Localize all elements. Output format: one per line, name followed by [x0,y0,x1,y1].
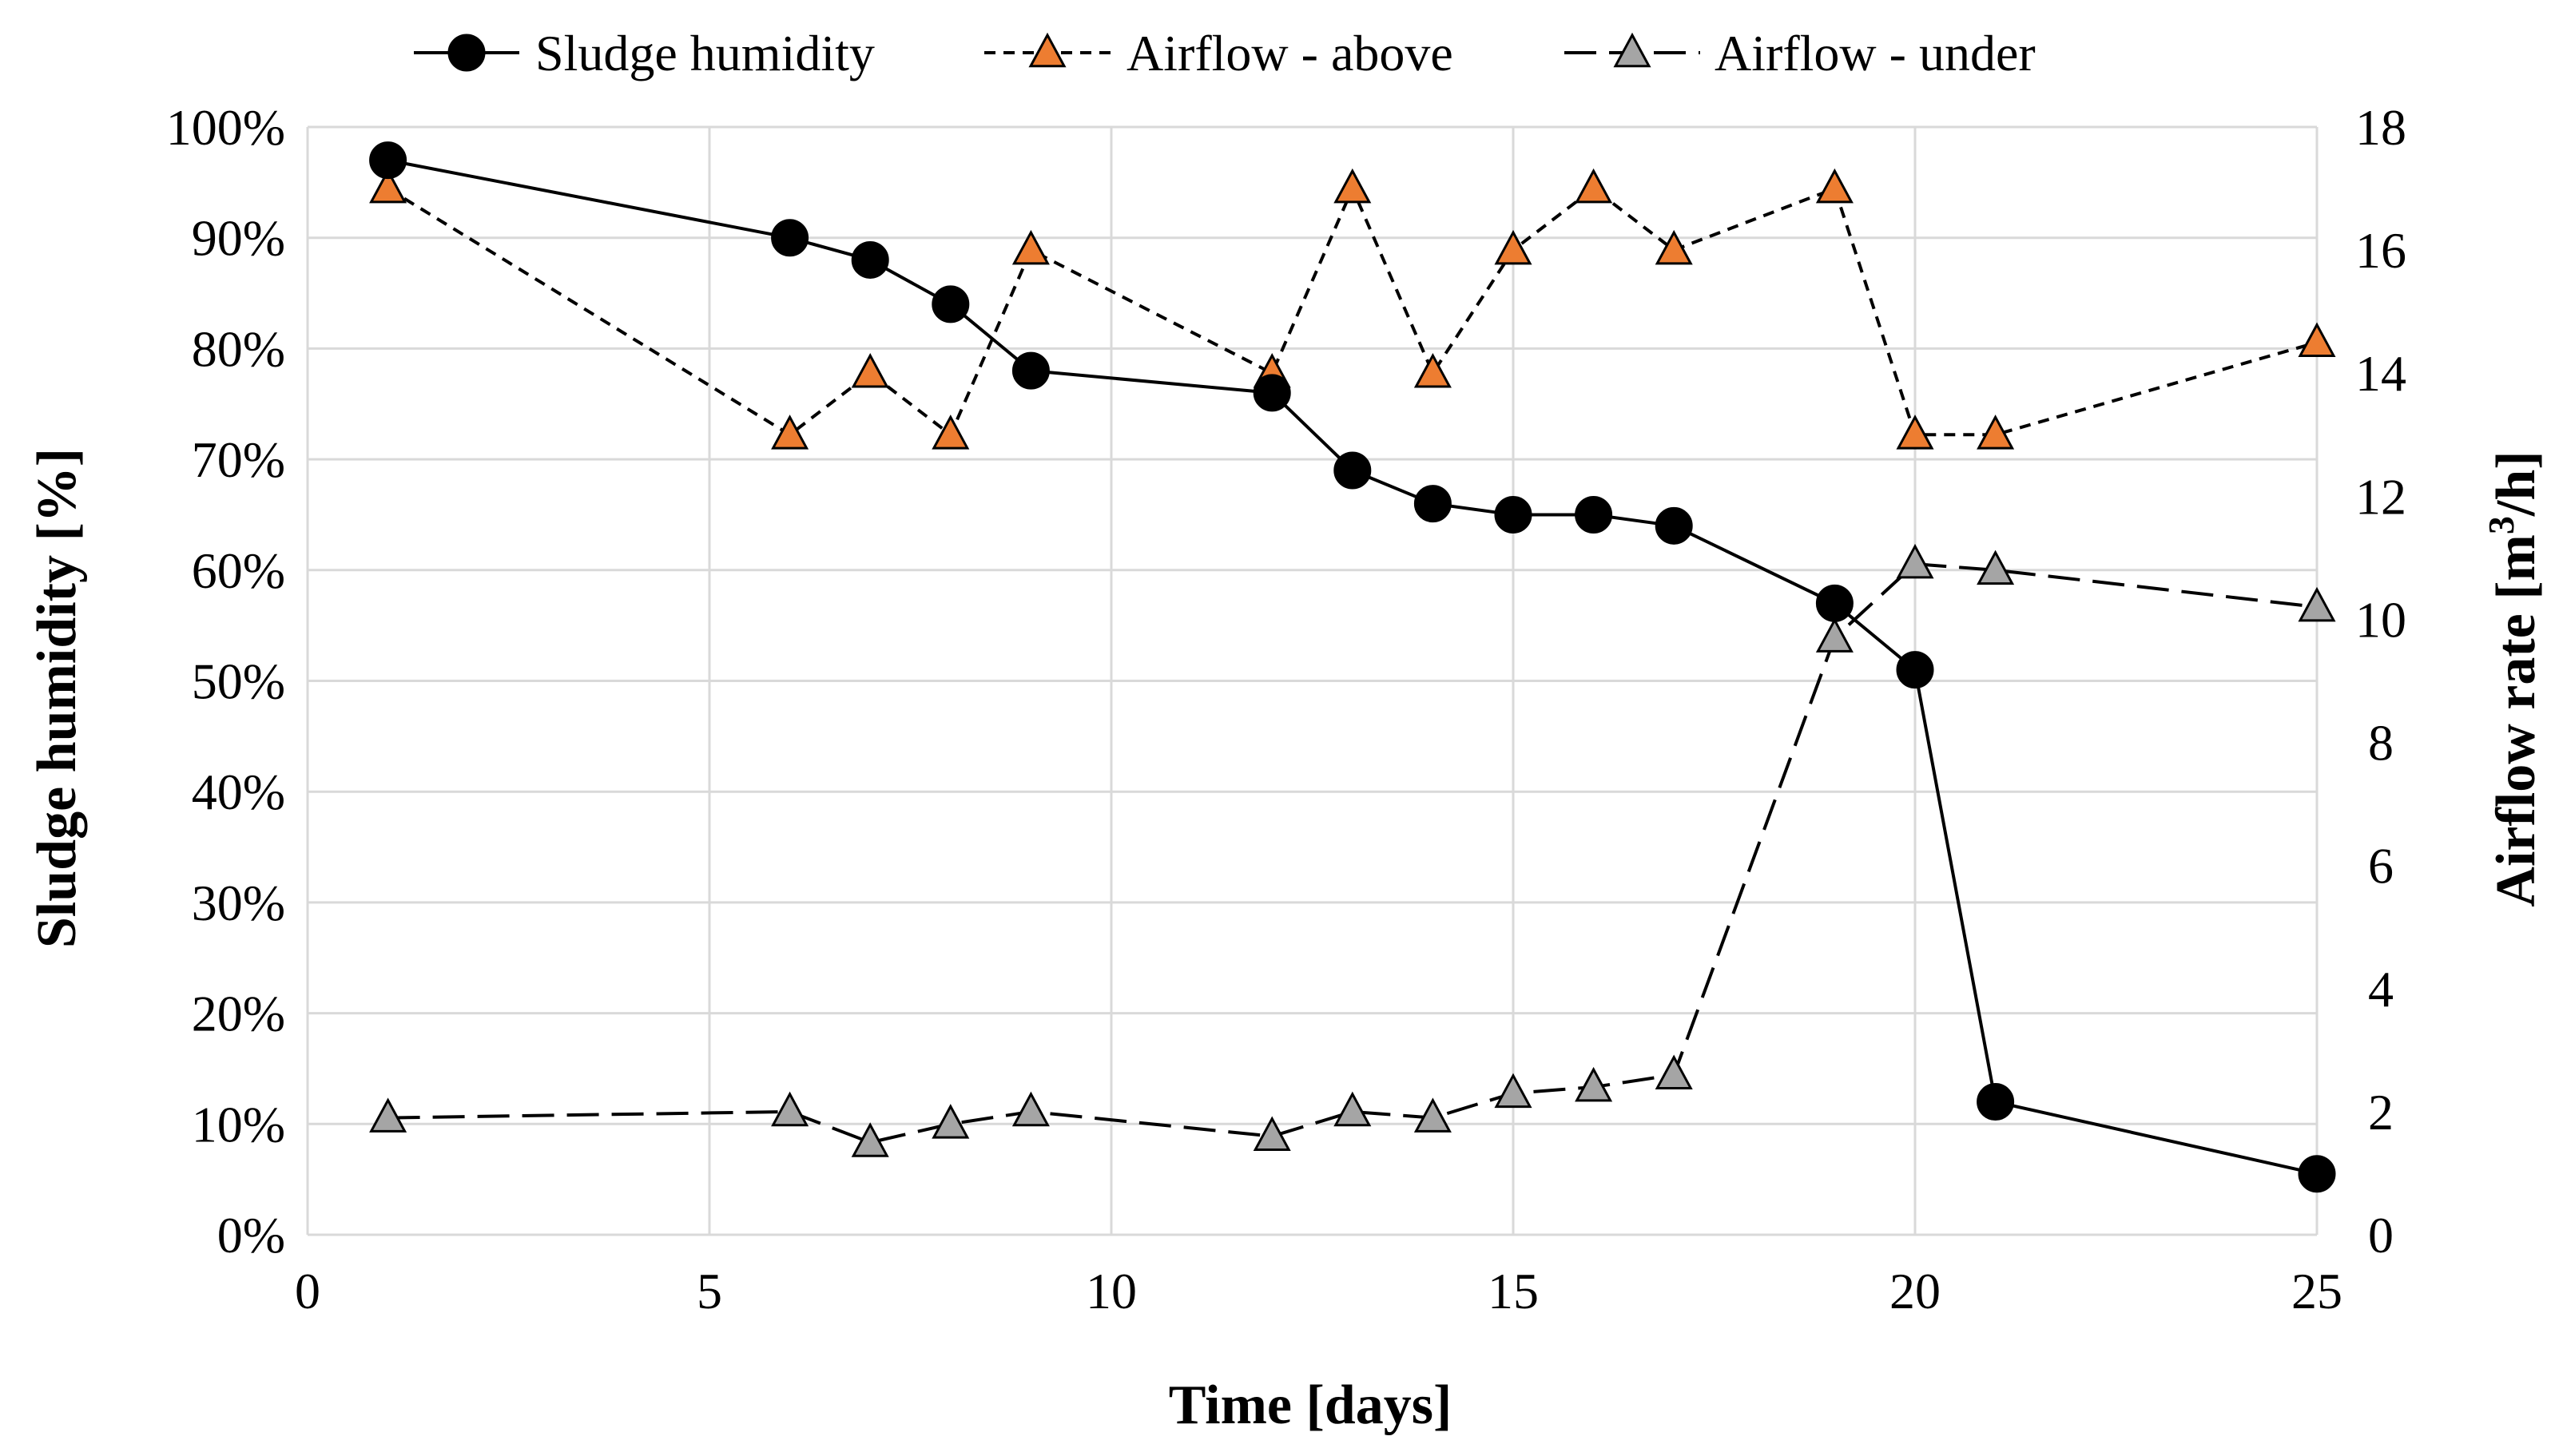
data-point-airflow-under [369,1097,407,1133]
series-airflow-under [369,543,2336,1157]
y-right-tick-label: 6 [2368,838,2394,895]
y-left-tick-label: 10% [192,1096,285,1153]
data-point-airflow-under [1896,543,1934,579]
y-right-title-superscript: 3 [2481,516,2521,534]
legend-label-airflow-under: Airflow - under [1715,25,2036,81]
data-point-sludge-humidity [2298,1155,2336,1193]
data-point-sludge-humidity [1253,374,1291,412]
data-point-sludge-humidity [369,141,407,180]
data-point-airflow-above [2298,322,2336,357]
data-point-airflow-under [932,1104,970,1139]
legend-item-airflow-above: Airflow - above [984,25,1453,81]
data-point-airflow-under [771,1091,809,1127]
y-right-tick-label: 14 [2355,345,2406,402]
data-point-airflow-above [1413,353,1452,388]
data-point-sludge-humidity [1333,451,1372,490]
y-right-tick-label: 12 [2355,468,2406,525]
x-tick-label: 0 [295,1263,320,1319]
x-tick-label: 15 [1488,1263,1539,1319]
x-tick-label: 25 [2291,1263,2342,1319]
y-left-tick-label: 50% [192,653,285,710]
data-point-airflow-under [851,1122,889,1157]
y-left-tick-label: 0% [217,1207,285,1264]
data-point-sludge-humidity [932,285,970,323]
y-right-axis-title: Airflow rate [m3/h] [2481,450,2547,907]
data-point-sludge-humidity [1413,485,1452,523]
axes: 0% 10% 20% 30% 40% 50% 60% 70% 80% 90% 100% 0 5 10 15 2… [166,99,2406,1319]
series-airflow-above [369,168,2336,450]
data-point-airflow-under [1655,1054,1693,1089]
series-sludge-humidity [369,141,2336,1193]
y-left-tick-label: 100% [166,99,285,156]
y-left-tick-label: 20% [192,986,285,1042]
data-point-airflow-above [1655,229,1693,265]
y-left-tick-label: 80% [192,320,285,377]
data-point-airflow-above [932,415,970,450]
data-point-sludge-humidity [1575,495,1613,534]
data-point-sludge-humidity [1896,651,1934,689]
data-point-airflow-above [1333,168,1372,204]
legend-marker-airflow-above [1028,32,1067,68]
y-right-tick-label: 8 [2368,715,2394,772]
data-point-airflow-above [771,415,809,450]
data-point-sludge-humidity [1977,1083,2015,1121]
y-left-tick-label: 70% [192,431,285,488]
data-point-airflow-above [1977,415,2015,450]
data-point-airflow-under [2298,586,2336,622]
y-right-tick-label: 0 [2368,1207,2394,1264]
y-left-tick-label: 30% [192,875,285,931]
y-right-tick-label: 4 [2368,961,2394,1018]
data-point-sludge-humidity [1655,506,1693,545]
data-point-airflow-above [851,353,889,388]
y-right-tick-label: 18 [2355,99,2406,156]
series-line-airflow-above [387,187,2318,437]
legend-marker-sludge-humidity [447,34,486,72]
y-right-tick-label: 2 [2368,1084,2394,1141]
data-point-sludge-humidity [1815,584,1854,622]
data-point-airflow-under [1494,1073,1532,1109]
legend-item-sludge-humidity: Sludge humidity [414,25,875,81]
y-left-tick-label: 60% [192,542,285,599]
y-left-axis-title: Sludge humidity [%] [26,448,88,948]
series-line-airflow-under [387,562,2318,1145]
data-point-airflow-under [1977,549,2015,585]
data-point-airflow-above [1011,229,1050,265]
x-tick-label: 5 [697,1263,722,1319]
y-right-tick-label: 16 [2355,222,2406,279]
x-axis-title: Time [days] [1169,1375,1452,1436]
data-point-sludge-humidity [1494,495,1532,534]
series-layer [369,141,2336,1193]
y-right-tick-label: 10 [2355,591,2406,648]
x-tick-label: 10 [1086,1263,1137,1319]
y-left-tick-label: 40% [192,764,285,820]
data-point-airflow-above [1575,168,1613,204]
x-tick-label: 20 [1889,1263,1941,1319]
data-point-airflow-under [1253,1116,1291,1152]
series-line-sludge-humidity [387,158,2318,1176]
data-point-airflow-under [1575,1066,1613,1102]
y-left-tick-label: 90% [192,210,285,267]
legend-label-sludge-humidity: Sludge humidity [535,25,875,81]
legend-marker-airflow-under [1613,32,1651,68]
data-point-airflow-above [1494,229,1532,265]
data-point-airflow-above [1896,415,1934,450]
data-point-sludge-humidity [771,219,809,257]
y-right-title-suffix: /h] [2485,450,2547,517]
data-point-airflow-under [1011,1091,1050,1127]
data-point-sludge-humidity [851,240,889,279]
legend-label-airflow-above: Airflow - above [1126,25,1453,81]
grid [306,125,2319,1236]
data-point-sludge-humidity [1011,351,1050,390]
data-point-airflow-under [1815,617,1854,653]
y-right-title-prefix: Airflow rate [m [2485,534,2547,907]
data-point-airflow-under [1333,1091,1372,1127]
data-point-airflow-above [1815,168,1854,204]
legend-item-airflow-under: Airflow - under [1564,25,2036,81]
legend: Sludge humidity Airflow - above Airflow - … [414,25,2036,81]
data-point-airflow-above [369,168,407,204]
data-point-airflow-under [1413,1097,1452,1133]
